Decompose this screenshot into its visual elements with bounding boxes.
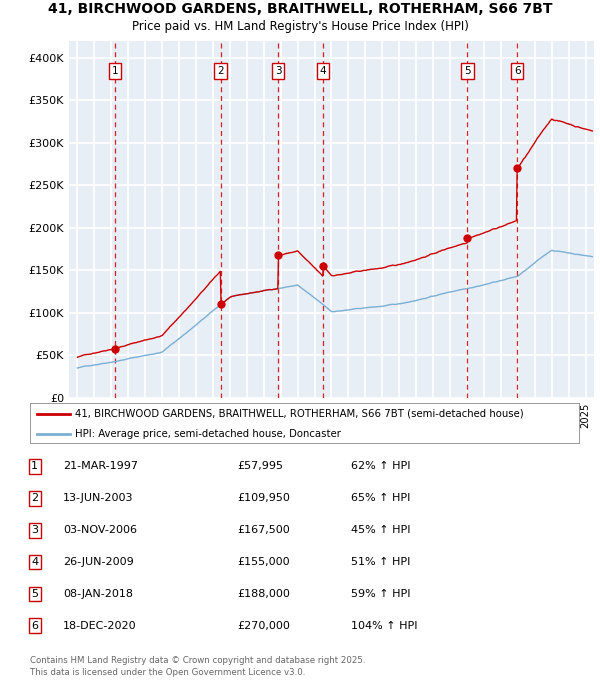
Text: 18-DEC-2020: 18-DEC-2020 [63,621,137,631]
Text: 3: 3 [31,525,38,535]
Text: 104% ↑ HPI: 104% ↑ HPI [351,621,418,631]
Text: £109,950: £109,950 [237,493,290,503]
Text: £270,000: £270,000 [237,621,290,631]
Text: 03-NOV-2006: 03-NOV-2006 [63,525,137,535]
Text: Price paid vs. HM Land Registry's House Price Index (HPI): Price paid vs. HM Land Registry's House … [131,20,469,33]
Text: 08-JAN-2018: 08-JAN-2018 [63,589,133,599]
Text: 26-JUN-2009: 26-JUN-2009 [63,557,134,567]
Text: 62% ↑ HPI: 62% ↑ HPI [351,461,410,471]
Text: Contains HM Land Registry data © Crown copyright and database right 2025.
This d: Contains HM Land Registry data © Crown c… [30,656,365,677]
Text: 41, BIRCHWOOD GARDENS, BRAITHWELL, ROTHERHAM, S66 7BT: 41, BIRCHWOOD GARDENS, BRAITHWELL, ROTHE… [48,2,552,16]
Text: 65% ↑ HPI: 65% ↑ HPI [351,493,410,503]
Text: £188,000: £188,000 [237,589,290,599]
Text: 1: 1 [112,66,118,76]
Text: 51% ↑ HPI: 51% ↑ HPI [351,557,410,567]
Text: £167,500: £167,500 [237,525,290,535]
Text: £57,995: £57,995 [237,461,283,471]
Text: 5: 5 [31,589,38,599]
Text: HPI: Average price, semi-detached house, Doncaster: HPI: Average price, semi-detached house,… [75,428,341,439]
Text: 3: 3 [275,66,281,76]
Text: 13-JUN-2003: 13-JUN-2003 [63,493,133,503]
Text: 4: 4 [320,66,326,76]
Text: 2: 2 [31,493,38,503]
Text: 41, BIRCHWOOD GARDENS, BRAITHWELL, ROTHERHAM, S66 7BT (semi-detached house): 41, BIRCHWOOD GARDENS, BRAITHWELL, ROTHE… [75,409,524,419]
Text: 1: 1 [31,461,38,471]
Text: 4: 4 [31,557,38,567]
Text: 6: 6 [31,621,38,631]
Text: 6: 6 [514,66,520,76]
Text: 2: 2 [217,66,224,76]
Text: 59% ↑ HPI: 59% ↑ HPI [351,589,410,599]
Text: £155,000: £155,000 [237,557,290,567]
Text: 45% ↑ HPI: 45% ↑ HPI [351,525,410,535]
Text: 5: 5 [464,66,471,76]
Text: 21-MAR-1997: 21-MAR-1997 [63,461,138,471]
